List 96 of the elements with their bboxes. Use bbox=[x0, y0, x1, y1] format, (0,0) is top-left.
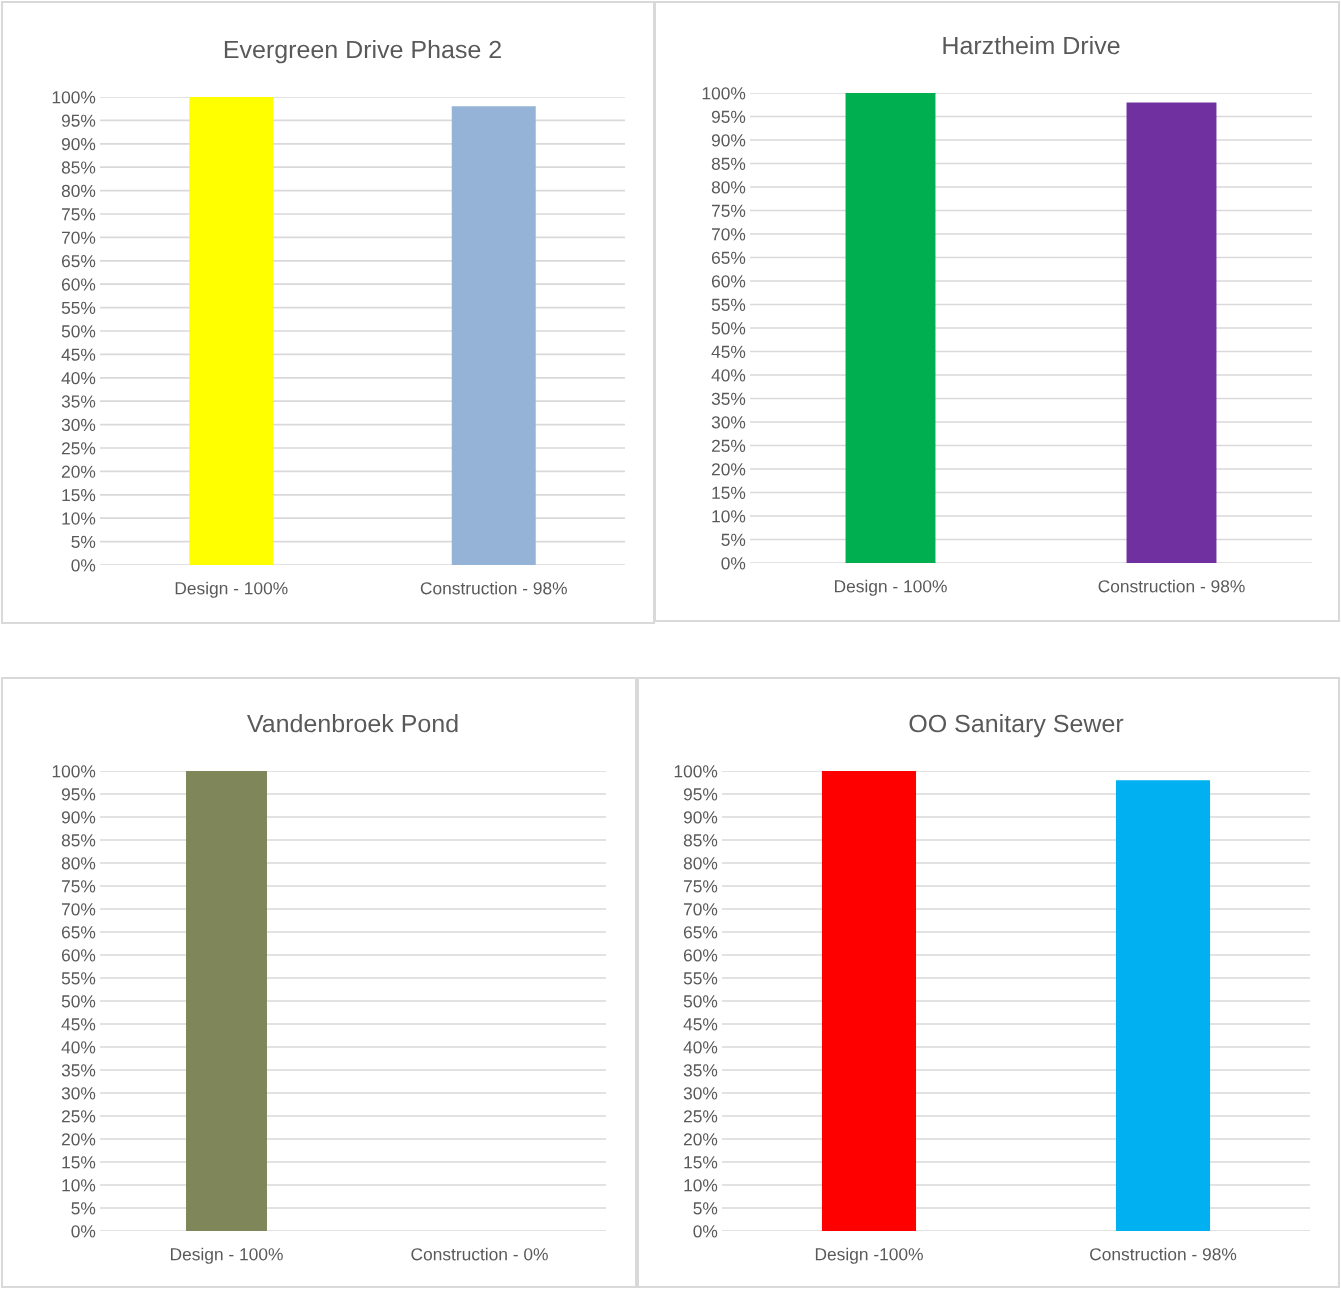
y-tick-label: 25% bbox=[61, 442, 96, 455]
y-tick-label: 85% bbox=[61, 834, 96, 847]
y-tick-label: 35% bbox=[61, 1064, 96, 1077]
y-tick-label: 95% bbox=[61, 114, 96, 127]
y-tick-label: 40% bbox=[711, 369, 746, 382]
x-tick-label: Design - 100% bbox=[834, 579, 947, 596]
y-tick-label: 50% bbox=[683, 995, 718, 1008]
x-tick-label: Construction - 98% bbox=[420, 581, 567, 595]
x-tick-label: Construction - 0% bbox=[411, 1247, 548, 1261]
y-tick-label: 95% bbox=[711, 110, 746, 123]
y-tick-label: 35% bbox=[711, 392, 746, 405]
y-tick-label: 35% bbox=[683, 1064, 718, 1077]
y-tick-label: 30% bbox=[61, 1087, 96, 1100]
y-tick-label: 5% bbox=[693, 1202, 718, 1215]
y-tick-label: 30% bbox=[711, 416, 746, 429]
y-tick-label: 45% bbox=[683, 1018, 718, 1031]
y-tick-label: 30% bbox=[61, 418, 96, 432]
y-tick-label: 55% bbox=[61, 972, 96, 985]
chart-title: Vandenbroek Pond bbox=[247, 713, 458, 733]
y-tick-label: 85% bbox=[683, 834, 718, 847]
y-tick-label: 55% bbox=[61, 301, 96, 315]
y-tick-label: 15% bbox=[712, 486, 746, 499]
y-tick-label: 100% bbox=[52, 765, 96, 778]
y-tick-label: 55% bbox=[711, 298, 746, 311]
y-tick-label: 15% bbox=[684, 1156, 718, 1169]
x-tick-label: Construction - 98% bbox=[1098, 579, 1245, 593]
x-tick-label: Construction - 98% bbox=[1090, 1247, 1237, 1261]
y-tick-label: 55% bbox=[683, 972, 718, 985]
y-tick-label: 90% bbox=[61, 137, 96, 151]
y-tick-label: 50% bbox=[61, 995, 96, 1008]
y-tick-label: 50% bbox=[61, 325, 96, 338]
y-tick-label: 60% bbox=[711, 275, 746, 288]
y-tick-label: 85% bbox=[61, 161, 96, 174]
y-tick-label: 0% bbox=[721, 557, 746, 570]
y-tick-label: 20% bbox=[711, 463, 746, 476]
y-tick-label: 80% bbox=[61, 857, 96, 870]
y-tick-label: 65% bbox=[61, 926, 96, 939]
y-tick-label: 70% bbox=[61, 903, 96, 916]
y-tick-label: 10% bbox=[62, 1179, 96, 1192]
y-tick-label: 65% bbox=[61, 254, 96, 268]
chart-title: Evergreen Drive Phase 2 bbox=[224, 39, 501, 64]
y-tick-label: 40% bbox=[61, 371, 96, 385]
y-tick-label: 75% bbox=[61, 880, 96, 893]
y-tick-label: 0% bbox=[693, 1225, 718, 1238]
y-tick-label: 75% bbox=[711, 204, 746, 217]
y-tick-label: 65% bbox=[683, 926, 718, 939]
y-tick-label: 70% bbox=[683, 903, 718, 916]
y-tick-label: 100% bbox=[674, 765, 718, 778]
y-tick-label: 25% bbox=[61, 1110, 96, 1123]
y-tick-label: 5% bbox=[721, 533, 746, 546]
y-tick-label: 15% bbox=[62, 1156, 96, 1169]
y-tick-label: 20% bbox=[61, 465, 96, 478]
y-tick-label: 20% bbox=[61, 1133, 96, 1146]
y-tick-label: 10% bbox=[684, 1179, 718, 1192]
y-tick-label: 20% bbox=[683, 1133, 718, 1146]
y-tick-label: 35% bbox=[61, 395, 96, 408]
y-tick-label: 60% bbox=[61, 278, 96, 291]
y-tick-label: 45% bbox=[711, 345, 746, 358]
y-tick-label: 80% bbox=[61, 184, 96, 198]
x-tick-label: Design -100% bbox=[815, 1247, 923, 1264]
y-tick-label: 10% bbox=[62, 512, 96, 525]
y-tick-label: 25% bbox=[683, 1110, 718, 1123]
y-tick-label: 90% bbox=[683, 811, 718, 824]
y-tick-label: 40% bbox=[683, 1041, 718, 1054]
y-tick-label: 80% bbox=[711, 181, 746, 194]
y-tick-label: 25% bbox=[711, 439, 746, 452]
y-tick-label: 65% bbox=[711, 251, 746, 264]
y-tick-label: 15% bbox=[62, 489, 96, 502]
y-tick-label: 100% bbox=[702, 87, 746, 100]
y-tick-label: 5% bbox=[71, 535, 96, 549]
y-tick-label: 75% bbox=[683, 880, 718, 893]
y-tick-label: 10% bbox=[712, 510, 746, 523]
y-tick-label: 100% bbox=[52, 91, 96, 104]
y-tick-label: 90% bbox=[711, 134, 746, 147]
y-tick-label: 30% bbox=[683, 1087, 718, 1100]
y-tick-label: 75% bbox=[61, 208, 96, 221]
chart-title: OO Sanitary Sewer bbox=[909, 713, 1124, 738]
y-tick-label: 60% bbox=[683, 949, 718, 962]
x-tick-label: Design - 100% bbox=[175, 581, 288, 598]
y-tick-label: 85% bbox=[711, 157, 746, 170]
y-tick-label: 45% bbox=[61, 348, 96, 361]
y-tick-label: 95% bbox=[61, 788, 96, 801]
y-tick-label: 95% bbox=[683, 788, 718, 801]
y-tick-label: 70% bbox=[61, 231, 96, 244]
y-tick-label: 5% bbox=[71, 1202, 96, 1215]
y-tick-label: 40% bbox=[61, 1041, 96, 1054]
y-tick-label: 0% bbox=[71, 559, 96, 572]
y-tick-label: 90% bbox=[61, 811, 96, 824]
y-tick-label: 80% bbox=[683, 857, 718, 870]
y-tick-label: 45% bbox=[61, 1018, 96, 1031]
chart-title: Harztheim Drive bbox=[943, 35, 1120, 55]
y-tick-label: 0% bbox=[71, 1225, 96, 1238]
x-tick-label: Design - 100% bbox=[170, 1247, 283, 1264]
y-tick-label: 50% bbox=[711, 322, 746, 335]
y-tick-label: 70% bbox=[711, 228, 746, 241]
y-tick-label: 60% bbox=[61, 949, 96, 962]
